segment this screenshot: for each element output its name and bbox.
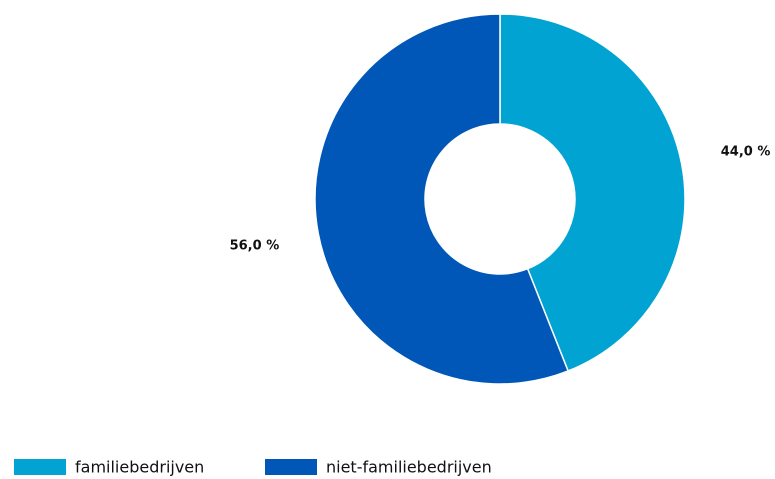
legend-swatch <box>265 459 317 475</box>
value-label: 44,0 % <box>721 145 771 160</box>
legend-swatch <box>14 459 66 475</box>
legend-label: niet-familiebedrijven <box>326 458 492 477</box>
donut-slice <box>314 13 570 385</box>
value-label: 56,0 % <box>230 238 280 253</box>
legend-label: familiebedrijven <box>75 458 204 477</box>
donut-slice <box>499 13 686 372</box>
